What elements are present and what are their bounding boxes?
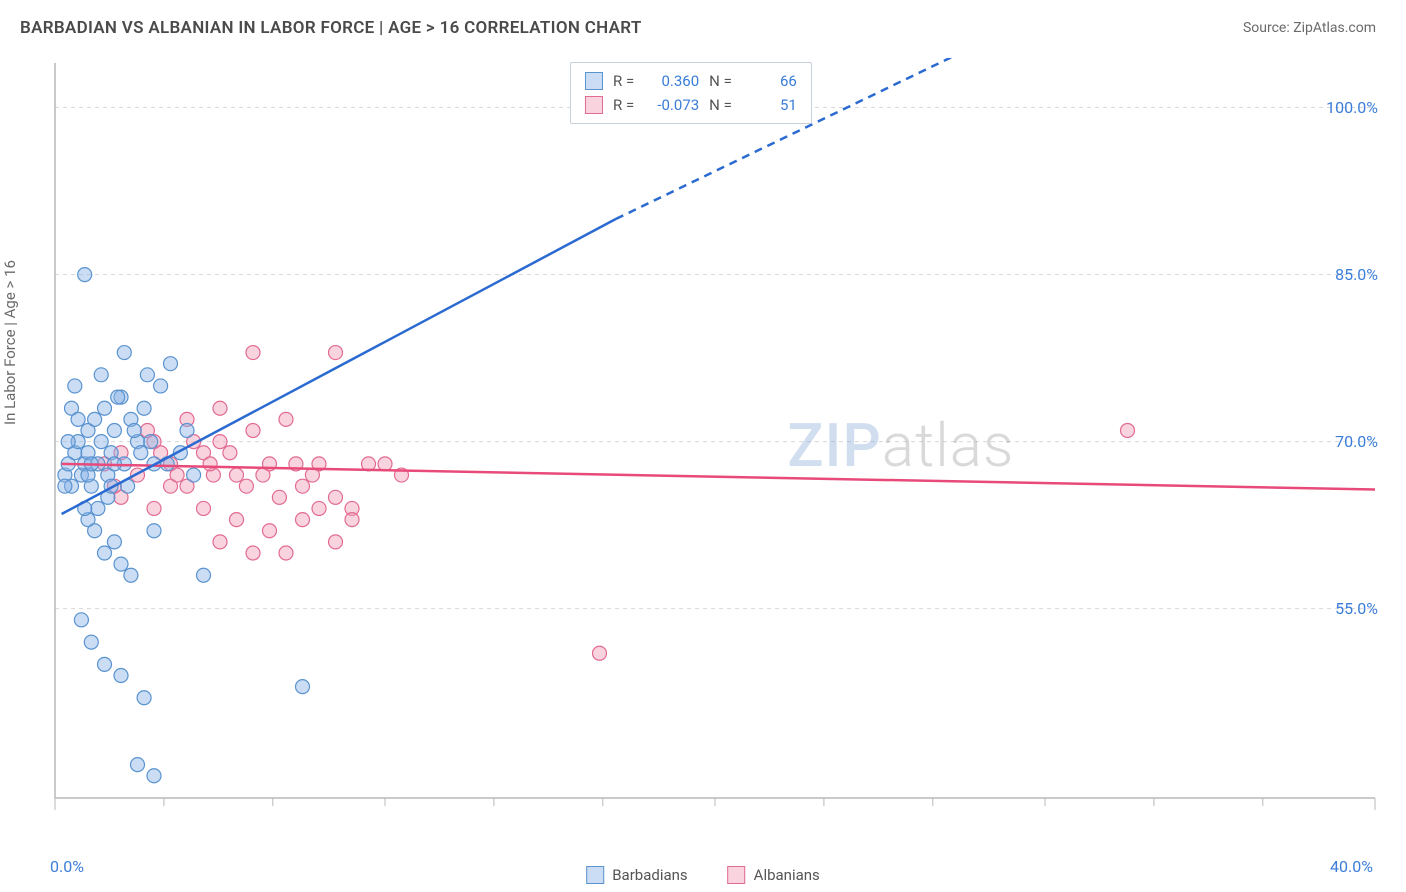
chart-title: BARBADIAN VS ALBANIAN IN LABOR FORCE | A… [20,18,642,38]
x-tick: 0.0% [50,857,84,876]
y-tick: 100.0% [1326,98,1378,117]
y-tick: 70.0% [1335,432,1378,451]
legend-item-barbadians: Barbadians [586,866,687,884]
swatch-icon [586,866,604,884]
y-tick: 55.0% [1335,599,1378,618]
x-tick: 40.0% [1330,857,1373,876]
scatter-plot-svg [45,58,1385,838]
swatch-barbadians [585,72,603,90]
legend-item-albanians: Albanians [728,866,820,884]
y-axis-label: In Labor Force | Age > 16 [1,260,19,425]
legend-row-barbadians: R = 0.360 N = 66 [585,69,797,93]
swatch-icon [728,866,746,884]
y-tick: 85.0% [1335,265,1378,284]
legend-row-albanians: R = -0.073 N = 51 [585,93,797,117]
swatch-albanians [585,96,603,114]
correlation-legend: R = 0.360 N = 66 R = -0.073 N = 51 [570,62,812,124]
series-legend: Barbadians Albanians [586,866,820,884]
plot-area [45,58,1385,838]
source-label: Source: ZipAtlas.com [1243,20,1376,36]
